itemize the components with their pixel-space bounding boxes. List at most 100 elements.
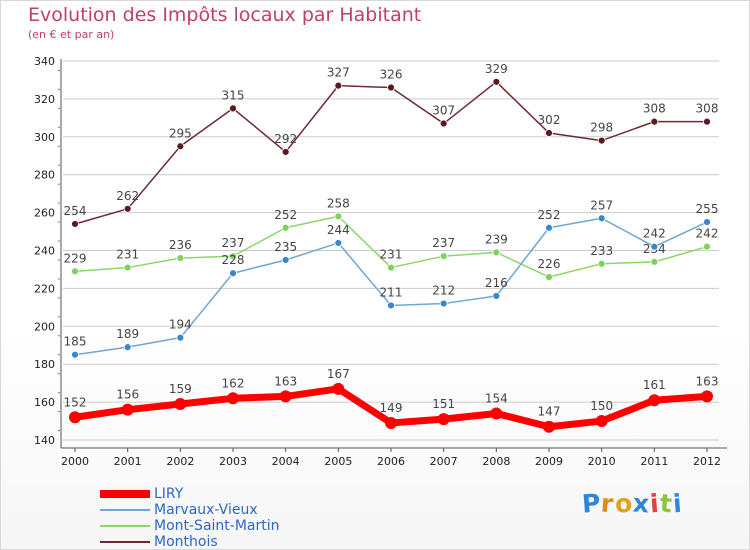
data-point bbox=[650, 242, 659, 251]
data-label: 302 bbox=[538, 113, 561, 127]
data-point bbox=[174, 397, 187, 410]
data-label: 228 bbox=[222, 253, 245, 267]
data-point bbox=[123, 343, 132, 352]
legend-swatch bbox=[100, 525, 150, 527]
legend-label: Marvaux-Vieux bbox=[154, 502, 258, 518]
data-point bbox=[387, 263, 395, 272]
data-point bbox=[437, 413, 450, 426]
data-label: 216 bbox=[485, 276, 508, 290]
data-label: 163 bbox=[696, 374, 719, 388]
brand-logo: Proxiti bbox=[581, 488, 683, 519]
data-label: 156 bbox=[116, 388, 139, 402]
data-point bbox=[650, 117, 659, 126]
data-label: 151 bbox=[432, 397, 455, 411]
data-label: 242 bbox=[696, 227, 719, 241]
data-point bbox=[650, 257, 659, 266]
y-tick-label: 280 bbox=[34, 169, 55, 182]
legend-label: Mont-Saint-Martin bbox=[154, 518, 280, 534]
data-point bbox=[334, 81, 343, 90]
data-label: 329 bbox=[485, 62, 508, 76]
y-tick-label: 200 bbox=[34, 320, 55, 333]
data-label: 226 bbox=[538, 257, 561, 271]
data-label: 308 bbox=[643, 102, 666, 116]
data-point bbox=[71, 267, 79, 276]
data-point bbox=[703, 218, 711, 226]
x-tick-label: 2006 bbox=[377, 455, 405, 468]
data-point bbox=[703, 117, 711, 126]
data-point bbox=[545, 273, 553, 281]
data-point bbox=[121, 403, 134, 416]
legend-label: LIRY bbox=[154, 486, 184, 502]
chart-subtitle: (en € et par an) bbox=[28, 28, 115, 41]
brand-letter: o bbox=[613, 488, 634, 519]
data-point bbox=[490, 407, 503, 420]
data-label: 242 bbox=[643, 227, 666, 241]
data-point bbox=[229, 252, 237, 261]
legend-swatch bbox=[100, 509, 150, 511]
data-point bbox=[227, 392, 239, 405]
data-point bbox=[595, 415, 608, 428]
data-label: 185 bbox=[64, 335, 87, 349]
data-label: 239 bbox=[485, 232, 508, 246]
data-label: 152 bbox=[64, 395, 87, 409]
data-label: 295 bbox=[169, 126, 192, 140]
x-tick-label: 2007 bbox=[430, 455, 458, 468]
y-tick-label: 180 bbox=[34, 358, 55, 371]
data-point bbox=[281, 223, 290, 232]
brand-letter: P bbox=[581, 488, 603, 519]
data-point bbox=[334, 239, 343, 247]
data-label: 211 bbox=[380, 285, 403, 299]
data-point bbox=[281, 148, 290, 156]
data-point bbox=[176, 142, 185, 151]
x-tick-label: 2004 bbox=[272, 455, 300, 468]
data-point bbox=[597, 136, 606, 145]
data-label: 252 bbox=[538, 208, 561, 222]
x-tick-label: 2011 bbox=[640, 455, 668, 468]
data-label: 231 bbox=[116, 248, 139, 262]
data-point bbox=[597, 259, 606, 268]
data-point bbox=[71, 220, 79, 228]
data-point bbox=[176, 333, 185, 342]
x-tick-label: 2005 bbox=[324, 455, 352, 468]
data-label: 235 bbox=[274, 240, 297, 254]
x-tick-label: 2009 bbox=[535, 455, 563, 468]
data-point bbox=[123, 263, 132, 272]
data-point bbox=[281, 256, 290, 264]
data-label: 252 bbox=[274, 208, 297, 222]
data-label: 231 bbox=[380, 248, 403, 262]
data-label: 326 bbox=[380, 68, 403, 82]
y-tick-label: 340 bbox=[34, 55, 55, 68]
data-label: 237 bbox=[432, 236, 455, 250]
data-point bbox=[545, 223, 553, 232]
x-tick-label: 2002 bbox=[166, 455, 194, 468]
y-tick-label: 240 bbox=[34, 245, 55, 258]
y-tick-label: 300 bbox=[34, 131, 55, 144]
legend-swatch bbox=[100, 490, 150, 498]
data-label: 254 bbox=[64, 204, 87, 218]
data-point bbox=[229, 104, 237, 113]
data-point bbox=[492, 292, 501, 300]
data-label: 149 bbox=[380, 401, 403, 415]
data-label: 244 bbox=[327, 223, 350, 237]
data-point bbox=[387, 301, 395, 310]
data-point bbox=[439, 119, 448, 128]
data-label: 237 bbox=[222, 236, 245, 250]
x-tick-label: 2008 bbox=[482, 455, 510, 468]
x-tick-label: 2000 bbox=[61, 455, 89, 468]
data-point bbox=[71, 350, 79, 359]
data-label: 257 bbox=[590, 198, 613, 212]
data-label: 308 bbox=[696, 102, 719, 116]
data-label: 315 bbox=[222, 88, 245, 102]
data-label: 154 bbox=[485, 391, 508, 405]
data-point bbox=[385, 416, 397, 429]
data-label: 262 bbox=[116, 189, 139, 203]
data-label: 147 bbox=[538, 405, 561, 419]
x-tick-label: 2001 bbox=[114, 455, 142, 468]
data-label: 162 bbox=[222, 376, 245, 390]
data-point bbox=[176, 254, 185, 262]
x-tick-label: 2012 bbox=[693, 455, 721, 468]
legend-swatch bbox=[100, 541, 150, 543]
y-tick-label: 320 bbox=[34, 93, 55, 106]
y-tick-label: 140 bbox=[34, 434, 55, 447]
